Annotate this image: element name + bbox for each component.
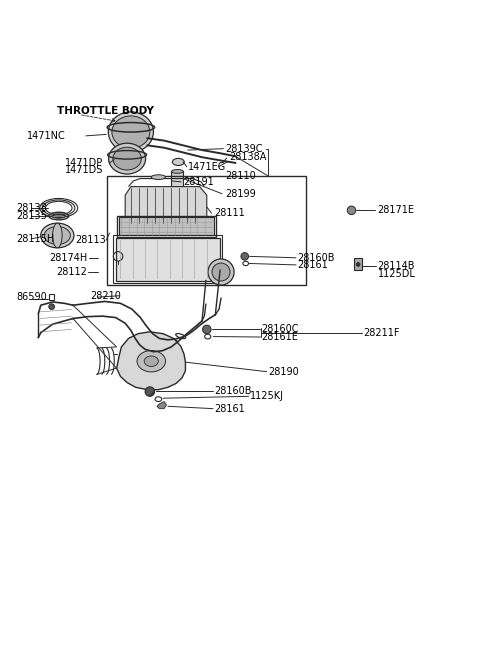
Circle shape [241,253,249,260]
Text: 28210: 28210 [91,291,121,300]
Ellipse shape [112,116,150,148]
Text: 28110: 28110 [225,171,255,181]
Ellipse shape [53,223,62,248]
Text: 28138A: 28138A [229,152,267,162]
Text: 28191: 28191 [183,177,214,187]
Polygon shape [157,401,167,409]
Ellipse shape [208,259,234,285]
Text: 28160B: 28160B [214,386,252,396]
Ellipse shape [137,350,166,372]
Text: THROTTLE BODY: THROTTLE BODY [57,106,154,115]
Bar [116,238,220,281]
Ellipse shape [171,169,183,173]
Ellipse shape [151,174,166,180]
Ellipse shape [171,188,183,192]
Circle shape [347,206,356,215]
Text: 28138: 28138 [16,203,47,213]
Text: 1471NC: 1471NC [27,131,66,141]
Bar [119,217,214,236]
Text: 28161: 28161 [297,260,328,270]
Text: 1125KJ: 1125KJ [250,392,284,401]
Ellipse shape [212,263,230,281]
Ellipse shape [108,143,145,174]
Text: 28135: 28135 [16,211,47,221]
Text: 28211F: 28211F [363,328,400,338]
Text: 28111: 28111 [214,208,245,218]
Text: 86590: 86590 [16,292,47,302]
Text: 1125DL: 1125DL [378,269,416,279]
Text: 28199: 28199 [225,189,255,199]
Ellipse shape [108,112,154,152]
Bar [113,236,222,283]
Text: 28115H: 28115H [16,234,54,244]
Text: 1471EG: 1471EG [188,161,226,172]
Text: 1471DP: 1471DP [64,158,103,168]
Text: 28160C: 28160C [261,325,299,335]
Text: 28160B: 28160B [297,253,335,263]
Ellipse shape [41,223,74,248]
Text: 1471DS: 1471DS [64,165,103,176]
Bar [354,258,362,270]
Bar [49,294,54,300]
Ellipse shape [44,226,71,245]
Circle shape [145,387,155,396]
Text: 28190: 28190 [268,367,299,377]
Ellipse shape [172,158,184,165]
Polygon shape [125,186,207,224]
Circle shape [49,304,55,310]
Text: 28161E: 28161E [261,332,298,342]
Text: 28113: 28113 [75,236,106,245]
Text: 28139C: 28139C [225,144,262,154]
Bar [171,171,183,190]
Text: 28161: 28161 [214,403,245,414]
Text: 28171E: 28171E [378,205,415,215]
Text: 28114B: 28114B [378,261,415,272]
Bar [107,176,306,285]
Bar [117,216,216,237]
Circle shape [203,325,211,334]
Ellipse shape [144,356,158,367]
Text: 28174H: 28174H [49,253,87,263]
Polygon shape [117,332,185,390]
Text: 28112: 28112 [56,268,87,277]
Circle shape [356,262,360,266]
Ellipse shape [113,147,141,170]
